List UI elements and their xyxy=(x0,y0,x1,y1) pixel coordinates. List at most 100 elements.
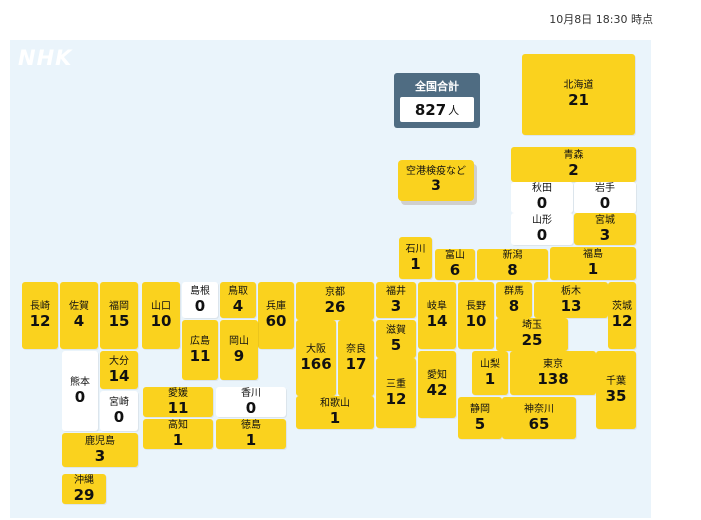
prefecture-nagasaki[interactable]: 長崎 12 xyxy=(22,282,58,349)
prefecture-shizuoka[interactable]: 静岡 5 xyxy=(458,397,502,439)
prefecture-hyogo[interactable]: 兵庫 60 xyxy=(258,282,294,349)
prefecture-name: 佐賀 xyxy=(69,301,89,312)
prefecture-iwate[interactable]: 岩手 0 xyxy=(574,182,636,213)
prefecture-name: 山梨 xyxy=(480,358,500,370)
prefecture-name: 京都 xyxy=(325,286,345,298)
prefecture-nara[interactable]: 奈良 17 xyxy=(338,320,374,396)
nhk-logo: NHK xyxy=(18,46,73,70)
prefecture-kyoto[interactable]: 京都 26 xyxy=(296,282,374,320)
prefecture-aichi[interactable]: 愛知 42 xyxy=(418,351,456,418)
prefecture-name: 沖縄 xyxy=(74,474,94,486)
prefecture-oita[interactable]: 大分 14 xyxy=(100,351,138,389)
prefecture-osaka[interactable]: 大阪 166 xyxy=(296,320,336,396)
prefecture-fukushima[interactable]: 福島 1 xyxy=(550,247,636,280)
prefecture-okayama[interactable]: 岡山 9 xyxy=(220,320,258,380)
prefecture-hokkaido[interactable]: 北海道 21 xyxy=(522,54,635,135)
prefecture-chiba[interactable]: 千葉 35 xyxy=(596,351,636,429)
prefecture-kochi[interactable]: 高知 1 xyxy=(143,419,213,449)
prefecture-shiga[interactable]: 滋賀 5 xyxy=(376,320,416,358)
prefecture-hiroshima[interactable]: 広島 11 xyxy=(182,320,218,380)
prefecture-count: 10 xyxy=(150,312,172,330)
prefecture-kanagawa[interactable]: 神奈川 65 xyxy=(502,397,576,439)
prefecture-count: 5 xyxy=(390,335,402,354)
prefecture-name: 千葉 xyxy=(606,375,626,387)
prefecture-akita[interactable]: 秋田 0 xyxy=(511,182,573,213)
prefecture-count: 8 xyxy=(508,296,520,315)
prefecture-count: 60 xyxy=(265,312,287,330)
national-total-value: 827 xyxy=(414,100,447,119)
prefecture-count: 0 xyxy=(599,194,611,212)
prefecture-yamaguchi[interactable]: 山口 10 xyxy=(142,282,180,349)
prefecture-count: 12 xyxy=(385,389,407,408)
prefecture-name: 鳥取 xyxy=(228,285,248,297)
prefecture-count: 29 xyxy=(73,485,95,504)
prefecture-kumamoto[interactable]: 熊本 0 xyxy=(62,351,98,431)
prefecture-name: 山口 xyxy=(151,301,171,312)
prefecture-name: 徳島 xyxy=(241,419,261,431)
prefecture-ishikawa[interactable]: 石川 1 xyxy=(399,237,432,279)
prefecture-count: 25 xyxy=(521,331,543,349)
prefecture-count: 138 xyxy=(537,369,569,388)
prefecture-count: 1 xyxy=(410,254,421,273)
prefecture-name: 福島 xyxy=(583,249,603,260)
prefecture-gunma[interactable]: 群馬 8 xyxy=(496,282,532,318)
prefecture-name: 栃木 xyxy=(561,285,581,297)
airport-quarantine-value: 3 xyxy=(431,178,441,194)
prefecture-name: 静岡 xyxy=(470,403,490,415)
prefecture-count: 5 xyxy=(474,414,486,433)
prefecture-count: 1 xyxy=(484,369,496,388)
prefecture-tottori[interactable]: 鳥取 4 xyxy=(220,282,256,318)
prefecture-saga[interactable]: 佐賀 4 xyxy=(60,282,98,349)
prefecture-count: 21 xyxy=(568,91,589,109)
prefecture-count: 6 xyxy=(449,261,461,279)
prefecture-gifu[interactable]: 岐阜 14 xyxy=(418,282,456,349)
airport-quarantine-box[interactable]: 空港検疫など 3 xyxy=(398,160,474,201)
prefecture-okinawa[interactable]: 沖縄 29 xyxy=(62,474,106,504)
prefecture-name: 大分 xyxy=(109,355,129,367)
prefecture-count: 8 xyxy=(507,261,518,279)
prefecture-fukui[interactable]: 福井 3 xyxy=(376,282,416,318)
airport-quarantine-label: 空港検疫など xyxy=(406,166,466,177)
prefecture-kagawa[interactable]: 香川 0 xyxy=(216,387,286,417)
prefecture-fukuoka[interactable]: 福岡 15 xyxy=(100,282,138,349)
prefecture-name: 東京 xyxy=(543,358,563,370)
prefecture-count: 0 xyxy=(245,398,257,417)
prefecture-aomori[interactable]: 青森 2 xyxy=(511,147,636,182)
prefecture-name: 福井 xyxy=(386,285,406,297)
prefecture-name: 大阪 xyxy=(306,343,326,355)
prefecture-count: 17 xyxy=(345,354,367,373)
prefecture-mie[interactable]: 三重 12 xyxy=(376,358,416,428)
prefecture-name: 岡山 xyxy=(229,335,249,347)
prefecture-name: 和歌山 xyxy=(320,398,350,409)
prefecture-ehime[interactable]: 愛媛 11 xyxy=(143,387,213,417)
prefecture-count: 0 xyxy=(113,407,125,426)
prefecture-count: 1 xyxy=(245,430,257,449)
prefecture-toyama[interactable]: 富山 6 xyxy=(435,249,475,280)
prefecture-niigata[interactable]: 新潟 8 xyxy=(477,249,548,280)
prefecture-name: 福岡 xyxy=(109,301,129,312)
prefecture-tochigi[interactable]: 栃木 13 xyxy=(534,282,608,318)
prefecture-ibaraki[interactable]: 茨城 12 xyxy=(608,282,636,349)
prefecture-count: 166 xyxy=(300,354,332,373)
prefecture-miyagi[interactable]: 宮城 3 xyxy=(574,213,636,245)
prefecture-name: 愛知 xyxy=(427,370,447,381)
prefecture-saitama[interactable]: 埼玉 25 xyxy=(496,318,568,351)
prefecture-count: 0 xyxy=(536,194,548,212)
prefecture-tokushima[interactable]: 徳島 1 xyxy=(216,419,286,449)
prefecture-yamagata[interactable]: 山形 0 xyxy=(511,213,573,245)
prefecture-wakayama[interactable]: 和歌山 1 xyxy=(296,396,374,429)
prefecture-name: 石川 xyxy=(405,243,426,255)
prefecture-miyazaki[interactable]: 宮崎 0 xyxy=(100,391,138,431)
prefecture-tokyo[interactable]: 東京 138 xyxy=(510,351,596,395)
national-total-value-box: 827 人 xyxy=(400,97,474,122)
prefecture-name: 鹿児島 xyxy=(85,435,115,447)
prefecture-nagano[interactable]: 長野 10 xyxy=(458,282,494,349)
prefecture-shimane[interactable]: 島根 0 xyxy=(182,282,218,318)
prefecture-count: 0 xyxy=(74,387,86,406)
national-total-label: 全国合計 xyxy=(415,80,459,93)
prefecture-name: 広島 xyxy=(190,335,210,347)
prefecture-count: 4 xyxy=(73,312,85,330)
prefecture-kagoshima[interactable]: 鹿児島 3 xyxy=(62,433,138,467)
prefecture-count: 10 xyxy=(465,312,487,330)
prefecture-yamanashi[interactable]: 山梨 1 xyxy=(472,351,508,395)
